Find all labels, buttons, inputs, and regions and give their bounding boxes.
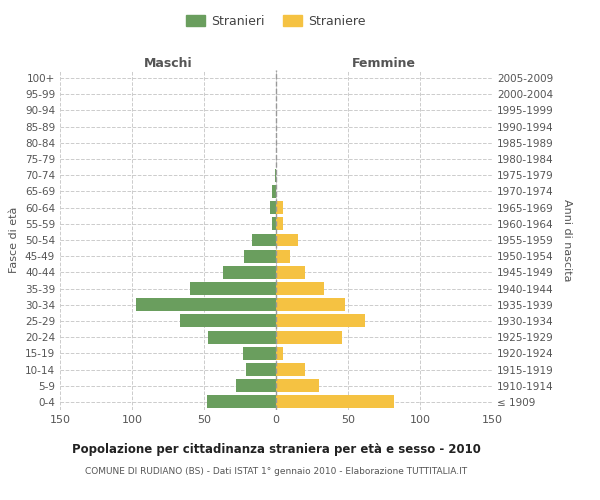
Bar xyxy=(276,201,283,214)
Bar xyxy=(243,347,276,360)
Bar xyxy=(136,298,276,311)
Bar xyxy=(236,379,276,392)
Text: Maschi: Maschi xyxy=(143,57,193,70)
Bar xyxy=(272,185,276,198)
Bar xyxy=(272,218,276,230)
Bar xyxy=(276,379,319,392)
Bar xyxy=(276,250,290,262)
Bar xyxy=(276,330,342,344)
Bar xyxy=(276,396,394,408)
Text: Femmine: Femmine xyxy=(352,57,416,70)
Bar xyxy=(276,234,298,246)
Bar xyxy=(251,234,276,246)
Bar xyxy=(244,250,276,262)
Bar xyxy=(179,314,276,328)
Bar xyxy=(275,169,276,181)
Text: Popolazione per cittadinanza straniera per età e sesso - 2010: Popolazione per cittadinanza straniera p… xyxy=(71,442,481,456)
Text: COMUNE DI RUDIANO (BS) - Dati ISTAT 1° gennaio 2010 - Elaborazione TUTTITALIA.IT: COMUNE DI RUDIANO (BS) - Dati ISTAT 1° g… xyxy=(85,468,467,476)
Y-axis label: Fasce di età: Fasce di età xyxy=(10,207,19,273)
Legend: Stranieri, Straniere: Stranieri, Straniere xyxy=(182,11,370,32)
Bar xyxy=(276,314,365,328)
Bar xyxy=(276,266,305,279)
Bar xyxy=(276,347,283,360)
Bar xyxy=(276,363,305,376)
Bar xyxy=(276,298,345,311)
Bar xyxy=(246,363,276,376)
Bar xyxy=(276,218,283,230)
Bar xyxy=(207,396,276,408)
Bar xyxy=(276,282,323,295)
Bar xyxy=(208,330,276,344)
Bar xyxy=(190,282,276,295)
Bar xyxy=(223,266,276,279)
Bar xyxy=(270,201,276,214)
Y-axis label: Anni di nascita: Anni di nascita xyxy=(562,198,572,281)
